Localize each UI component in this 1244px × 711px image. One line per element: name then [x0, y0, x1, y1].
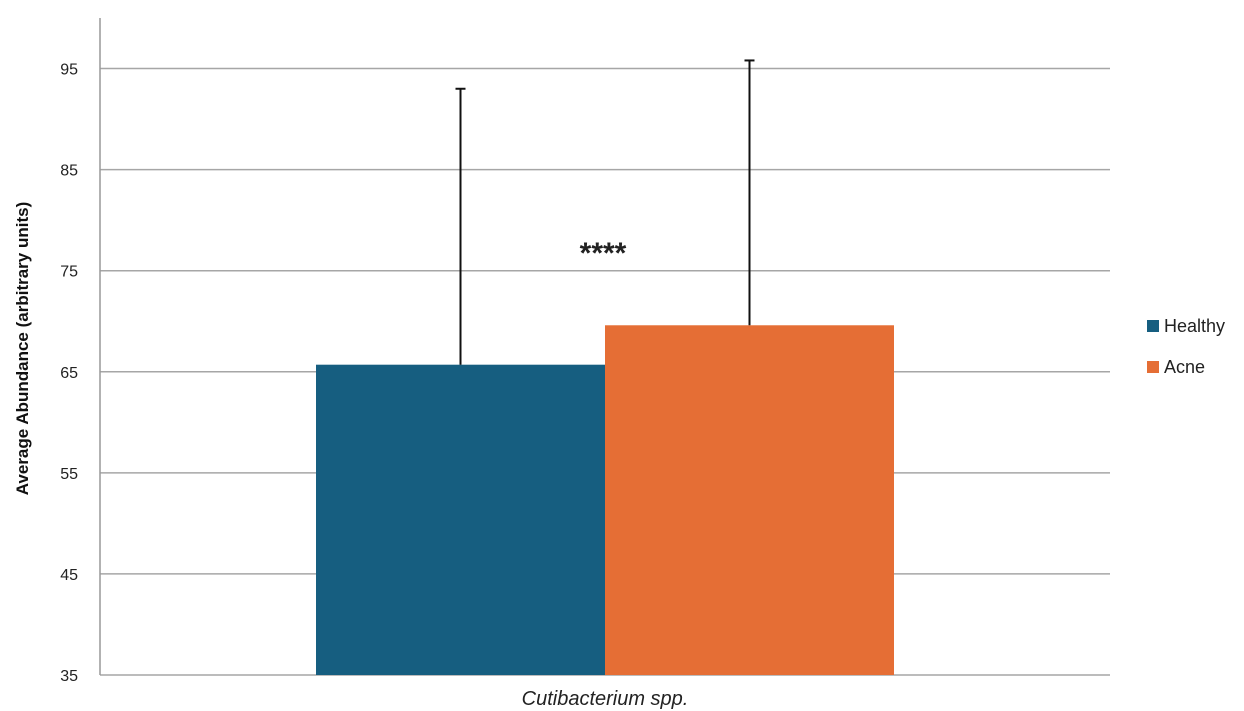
legend-swatch-healthy — [1147, 320, 1159, 332]
bars — [316, 325, 894, 675]
legend: Healthy Acne — [1147, 316, 1225, 377]
y-tick-label: 85 — [60, 163, 78, 180]
error-bars — [455, 59, 755, 365]
bar-acne — [605, 325, 894, 675]
y-tick-label: 75 — [60, 264, 78, 281]
legend-label-healthy: Healthy — [1164, 316, 1225, 336]
y-tick-labels: 35 45 55 65 75 85 95 — [60, 62, 78, 685]
significance-annotation: **** — [580, 237, 627, 270]
y-tick-label: 65 — [60, 365, 78, 382]
x-category-label: Cutibacterium spp. — [522, 688, 689, 710]
legend-swatch-acne — [1147, 361, 1159, 373]
bar-healthy — [316, 364, 605, 675]
y-axis-title: Average Abundance (arbitrary units) — [13, 202, 32, 495]
y-tick-label: 35 — [60, 668, 78, 685]
legend-label-acne: Acne — [1164, 357, 1205, 377]
y-tick-label: 55 — [60, 466, 78, 483]
y-tick-label: 95 — [60, 62, 78, 79]
y-tick-label: 45 — [60, 567, 78, 584]
